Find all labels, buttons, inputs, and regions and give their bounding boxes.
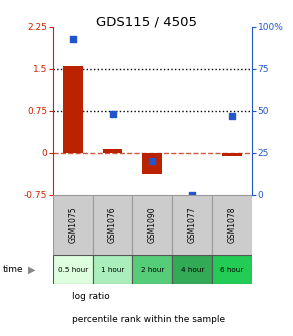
Point (110, 112, 115, 117)
Text: log ratio: log ratio (72, 292, 110, 300)
Text: 4 hour: 4 hour (180, 267, 204, 272)
Bar (172, 255, 212, 284)
Text: GSM1078: GSM1078 (228, 207, 236, 243)
Text: 1 hour: 1 hour (101, 267, 124, 272)
Point (190, 192, 195, 198)
Bar (132, 255, 172, 284)
Text: percentile rank within the sample: percentile rank within the sample (72, 315, 225, 324)
Text: 0.5 hour: 0.5 hour (57, 267, 88, 272)
Text: GSM1090: GSM1090 (148, 207, 157, 244)
Bar (222, 153, 242, 156)
Text: GSM1075: GSM1075 (68, 207, 77, 244)
Text: GSM1077: GSM1077 (188, 207, 197, 244)
Text: 6 hour: 6 hour (220, 267, 244, 272)
Text: ▶: ▶ (28, 265, 35, 275)
Text: GDS115 / 4505: GDS115 / 4505 (96, 15, 197, 28)
Bar (93, 195, 132, 255)
Point (230, 113, 234, 119)
Bar (63, 66, 83, 153)
Bar (103, 149, 122, 153)
Bar (212, 255, 252, 284)
Text: 2 hour: 2 hour (141, 267, 164, 272)
Bar (142, 153, 162, 174)
Bar (53, 195, 93, 255)
Bar (53, 255, 93, 284)
Point (70, 36, 75, 41)
Text: GSM1076: GSM1076 (108, 207, 117, 244)
Point (150, 159, 155, 164)
Bar (212, 195, 252, 255)
Text: time: time (3, 265, 23, 274)
Bar (132, 195, 172, 255)
Bar (93, 255, 132, 284)
Bar (172, 195, 212, 255)
